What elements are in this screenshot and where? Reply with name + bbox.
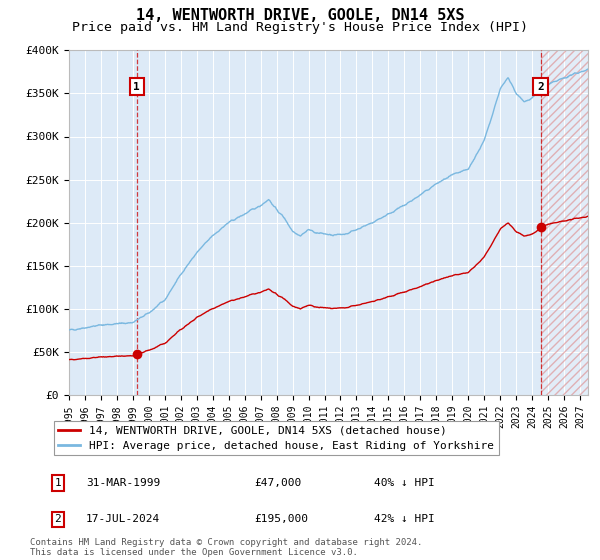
Text: 1: 1 (133, 82, 140, 92)
Text: 2: 2 (55, 515, 61, 524)
Text: 17-JUL-2024: 17-JUL-2024 (86, 515, 160, 524)
Text: 42% ↓ HPI: 42% ↓ HPI (374, 515, 434, 524)
Text: 1: 1 (55, 478, 61, 488)
Text: 2: 2 (538, 82, 544, 92)
Text: 14, WENTWORTH DRIVE, GOOLE, DN14 5XS: 14, WENTWORTH DRIVE, GOOLE, DN14 5XS (136, 8, 464, 24)
Legend: 14, WENTWORTH DRIVE, GOOLE, DN14 5XS (detached house), HPI: Average price, detac: 14, WENTWORTH DRIVE, GOOLE, DN14 5XS (de… (53, 421, 499, 455)
Text: £195,000: £195,000 (254, 515, 308, 524)
Text: 31-MAR-1999: 31-MAR-1999 (86, 478, 160, 488)
Text: £47,000: £47,000 (254, 478, 302, 488)
Text: 40% ↓ HPI: 40% ↓ HPI (374, 478, 434, 488)
Text: Contains HM Land Registry data © Crown copyright and database right 2024.
This d: Contains HM Land Registry data © Crown c… (30, 538, 422, 557)
Text: Price paid vs. HM Land Registry's House Price Index (HPI): Price paid vs. HM Land Registry's House … (72, 21, 528, 34)
